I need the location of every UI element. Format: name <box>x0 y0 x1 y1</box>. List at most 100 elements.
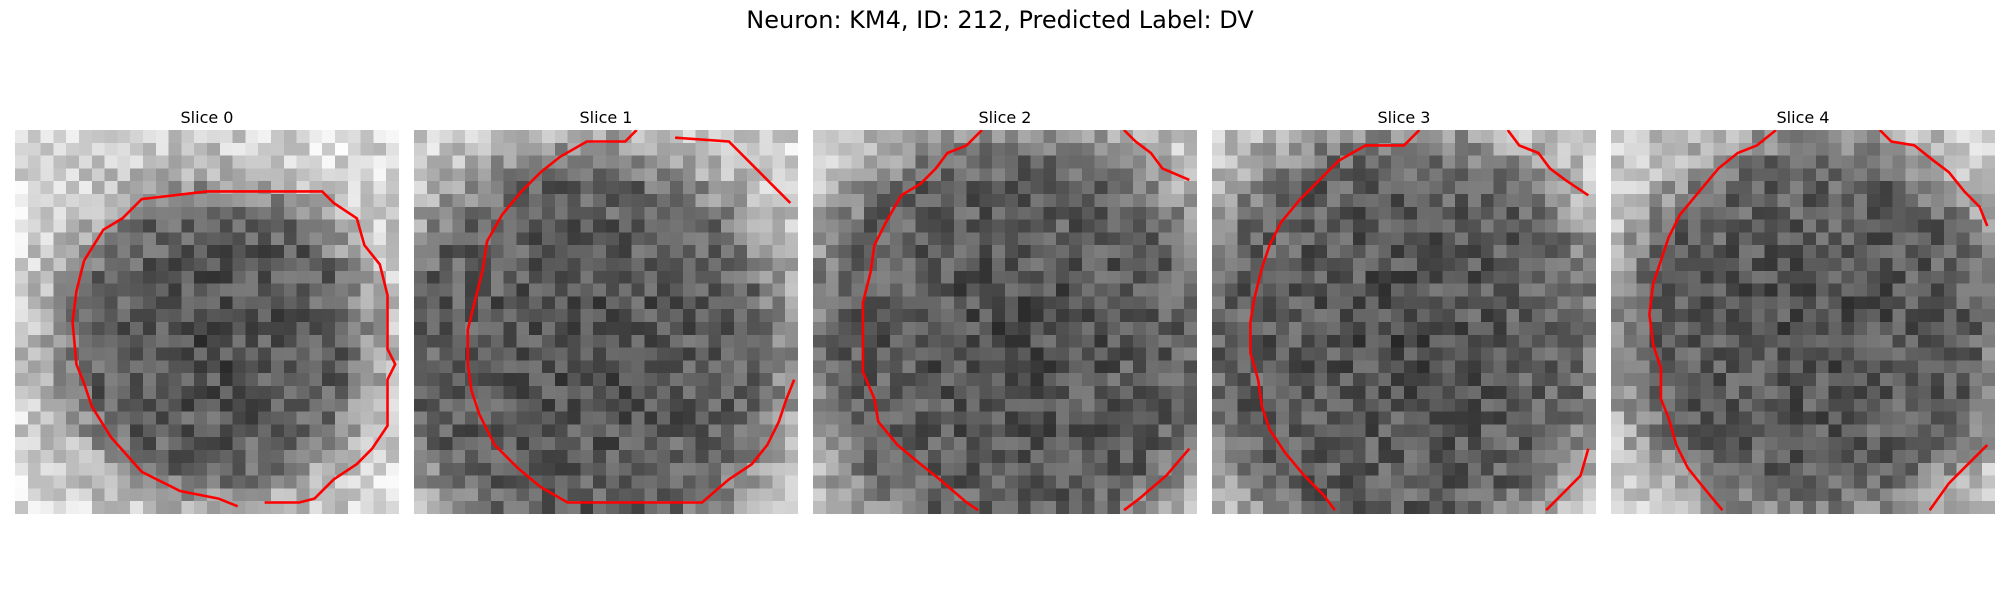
pixel <box>1493 450 1507 464</box>
pixel <box>1184 398 1197 413</box>
pixel <box>1611 309 1625 323</box>
pixel <box>360 130 374 144</box>
pixel <box>1636 142 1650 157</box>
pixel <box>117 475 131 489</box>
pixel <box>335 411 349 425</box>
pixel <box>1969 206 1983 221</box>
pixel <box>386 309 399 323</box>
pixel <box>554 411 569 425</box>
pixel <box>1583 181 1596 195</box>
pixel <box>309 501 323 514</box>
pixel <box>618 309 633 323</box>
pixel <box>953 424 968 438</box>
pixel <box>580 475 594 489</box>
pixel <box>1171 296 1185 310</box>
pixel <box>1777 360 1791 374</box>
pixel <box>915 258 929 272</box>
pixel <box>1751 386 1766 400</box>
pixel <box>335 322 349 336</box>
pixel <box>1918 373 1932 387</box>
pixel <box>1623 488 1638 502</box>
pixel <box>1404 206 1418 221</box>
pixel <box>1030 488 1044 502</box>
pixel <box>1506 258 1520 272</box>
pixel <box>1982 373 1995 387</box>
pixel <box>27 283 42 297</box>
pixel <box>1790 334 1804 349</box>
pixel <box>606 424 620 438</box>
pixel <box>1649 155 1663 169</box>
pixel <box>15 373 29 387</box>
pixel <box>1739 309 1753 323</box>
pixel <box>271 270 285 285</box>
pixel <box>542 411 556 425</box>
pixel <box>439 360 453 374</box>
pixel <box>1263 130 1277 144</box>
pixel <box>902 437 916 451</box>
pixel <box>772 270 786 285</box>
pixel <box>283 475 298 489</box>
pixel <box>1583 398 1596 413</box>
pixel <box>414 398 428 413</box>
pixel <box>1918 398 1932 413</box>
pixel <box>143 206 157 221</box>
pixel <box>1224 258 1239 272</box>
pixel <box>1726 386 1740 400</box>
pixel <box>1094 322 1108 336</box>
pixel <box>207 130 221 144</box>
pixel <box>53 437 67 451</box>
pixel <box>309 194 323 208</box>
pixel <box>1918 258 1932 272</box>
pixel <box>1263 155 1277 169</box>
pixel <box>1314 501 1328 514</box>
pixel <box>1570 450 1584 464</box>
pixel <box>889 219 904 233</box>
pixel <box>1120 232 1134 246</box>
pixel <box>670 437 684 451</box>
pixel <box>258 283 272 297</box>
pixel <box>207 462 221 477</box>
pixel <box>490 501 505 514</box>
pixel <box>1700 398 1714 413</box>
pixel <box>1841 206 1855 221</box>
pixel <box>915 437 929 451</box>
pixel <box>1506 283 1520 297</box>
pixel <box>734 398 748 413</box>
pixel <box>1739 437 1753 451</box>
pixel <box>1623 219 1638 233</box>
pixel <box>1224 270 1239 285</box>
pixel <box>1017 194 1032 208</box>
pixel <box>1429 475 1443 489</box>
pixel <box>1662 475 1676 489</box>
pixel <box>1841 270 1855 285</box>
pixel <box>1956 309 1970 323</box>
pixel <box>953 475 968 489</box>
pixel <box>838 270 852 285</box>
pixel <box>682 283 697 297</box>
pixel <box>928 347 942 361</box>
pixel <box>490 130 505 144</box>
pixel <box>606 232 620 246</box>
pixel <box>1288 386 1303 400</box>
pixel <box>27 501 42 514</box>
pixel <box>283 219 298 233</box>
pixel <box>1480 462 1495 477</box>
pixel <box>1340 360 1354 374</box>
pixel <box>104 450 118 464</box>
pixel <box>414 258 428 272</box>
pixel <box>130 437 144 451</box>
pixel <box>1263 386 1277 400</box>
pixel <box>734 258 748 272</box>
pixel <box>283 450 298 464</box>
pixel <box>1943 194 1958 208</box>
pixel <box>478 219 492 233</box>
pixel <box>966 334 980 349</box>
pixel <box>670 309 684 323</box>
pixel <box>1158 194 1172 208</box>
pixel <box>644 475 658 489</box>
pixel <box>296 424 310 438</box>
pixel <box>1777 475 1791 489</box>
pixel <box>631 475 645 489</box>
pixel <box>452 488 466 502</box>
pixel <box>1751 168 1766 182</box>
